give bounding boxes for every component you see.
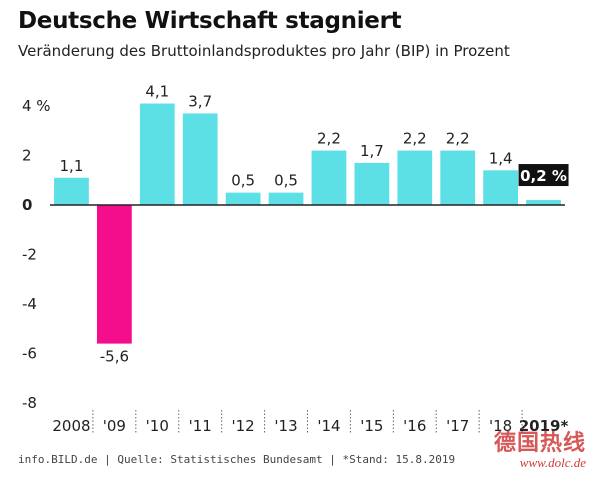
bar — [182, 113, 218, 205]
y-tick-label: 4 % — [22, 97, 51, 115]
bar — [54, 177, 89, 205]
x-tick-label: '16 — [403, 417, 426, 435]
x-tick-label: '17 — [446, 417, 469, 435]
watermark-chinese: 德国热线 — [493, 430, 586, 455]
data-label: 4,1 — [145, 83, 169, 101]
y-tick-label: 0 — [22, 196, 32, 214]
x-tick-label: '11 — [189, 417, 212, 435]
chart-subtitle: Veränderung des Bruttoinlandsproduktes p… — [18, 42, 510, 60]
data-label: 0,5 — [274, 172, 298, 190]
bar — [139, 103, 175, 205]
x-tick-label: '09 — [103, 417, 126, 435]
data-label: 2,2 — [446, 130, 470, 148]
x-tick-label: '12 — [232, 417, 255, 435]
bar — [268, 192, 304, 205]
data-label: 0,5 — [231, 172, 255, 190]
data-label: -5,6 — [100, 348, 129, 366]
y-tick-label: -8 — [22, 394, 37, 412]
bar — [225, 192, 261, 205]
data-label: 3,7 — [188, 92, 212, 110]
chart-title: Deutsche Wirtschaft stagniert — [18, 8, 402, 34]
watermark: 德国热线 www.dolc.de — [494, 425, 586, 471]
bar — [96, 205, 132, 344]
bar — [354, 162, 390, 205]
watermark-url: www.dolc.de — [519, 455, 586, 470]
x-tick-label: '13 — [274, 417, 297, 435]
data-label: 1,4 — [489, 149, 513, 167]
x-tick-label: '15 — [360, 417, 383, 435]
y-tick-label: 2 — [22, 147, 32, 165]
data-label: 0,2 % — [520, 167, 567, 185]
data-label: 1,7 — [360, 142, 384, 160]
source-footer: info.BILD.de | Quelle: Statistisches Bun… — [18, 453, 456, 466]
bar — [397, 150, 433, 205]
x-tick-label: 2019* — [519, 417, 569, 435]
data-label: 2,2 — [317, 130, 341, 148]
x-tick-label: '10 — [146, 417, 169, 435]
bar — [483, 170, 519, 205]
y-tick-label: -2 — [22, 246, 37, 264]
x-tick-label: 2008 — [52, 417, 90, 435]
x-tick-label: '14 — [317, 417, 340, 435]
y-tick-label: -6 — [22, 345, 37, 363]
x-tick-label: '18 — [489, 417, 512, 435]
y-tick-label: -4 — [22, 295, 37, 313]
data-label: 1,1 — [60, 157, 84, 175]
data-label: 2,2 — [403, 130, 427, 148]
highlight-label-box — [518, 164, 569, 187]
bar — [311, 150, 347, 205]
bar — [440, 150, 476, 205]
bar — [526, 200, 561, 205]
